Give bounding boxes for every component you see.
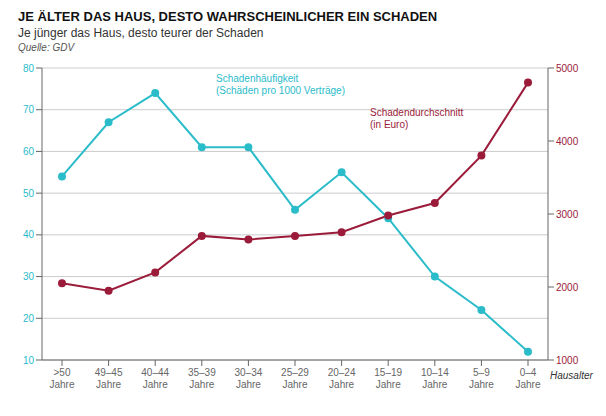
svg-text:10–14Jahre: 10–14Jahre	[421, 367, 449, 390]
svg-text:4000: 4000	[556, 136, 579, 147]
svg-text:25–29Jahre: 25–29Jahre	[281, 367, 309, 390]
svg-text:40–44Jahre: 40–44Jahre	[141, 367, 169, 390]
svg-text:80: 80	[23, 63, 35, 74]
html-text:Schadendurchschnitt (in Euro): Schadendurchschnitt (in Euro)	[370, 107, 464, 130]
svg-text:0–4Jahre: 0–4Jahre	[515, 367, 540, 390]
svg-text:5000: 5000	[556, 63, 579, 74]
svg-text:10: 10	[23, 355, 35, 366]
svg-text:40: 40	[23, 229, 35, 240]
svg-text:2000: 2000	[556, 282, 579, 293]
html-text:Je jünger das Haus, desto teur: Je jünger das Haus, desto teurer der Sch…	[18, 26, 264, 40]
svg-text:30–34Jahre: 30–34Jahre	[234, 367, 262, 390]
html-text:Schadenhäufigkeit (Schäden pro: Schadenhäufigkeit (Schäden pro 1000 Vert…	[216, 73, 345, 96]
svg-text:5–9Jahre: 5–9Jahre	[469, 367, 494, 390]
svg-text:20: 20	[23, 313, 35, 324]
html-text:Quelle: GDV: Quelle: GDV	[18, 42, 75, 53]
svg-text:15–19Jahre: 15–19Jahre	[374, 367, 402, 390]
svg-text:20–24Jahre: 20–24Jahre	[328, 367, 356, 390]
svg-text:1000: 1000	[556, 355, 579, 366]
svg-text:>50Jahre: >50Jahre	[49, 367, 74, 390]
svg-text:30: 30	[23, 271, 35, 282]
html-text:JE ÄLTER DAS HAUS, DESTO WAHRS: JE ÄLTER DAS HAUS, DESTO WAHRSCHEINLICHE…	[18, 9, 438, 24]
svg-text:70: 70	[23, 104, 35, 115]
svg-text:35–39Jahre: 35–39Jahre	[188, 367, 216, 390]
html-text:Hausalter: Hausalter	[550, 370, 593, 381]
svg-text:50: 50	[23, 188, 35, 199]
svg-text:49–45Jahre: 49–45Jahre	[95, 367, 123, 390]
svg-text:60: 60	[23, 146, 35, 157]
svg-text:3000: 3000	[556, 209, 579, 220]
